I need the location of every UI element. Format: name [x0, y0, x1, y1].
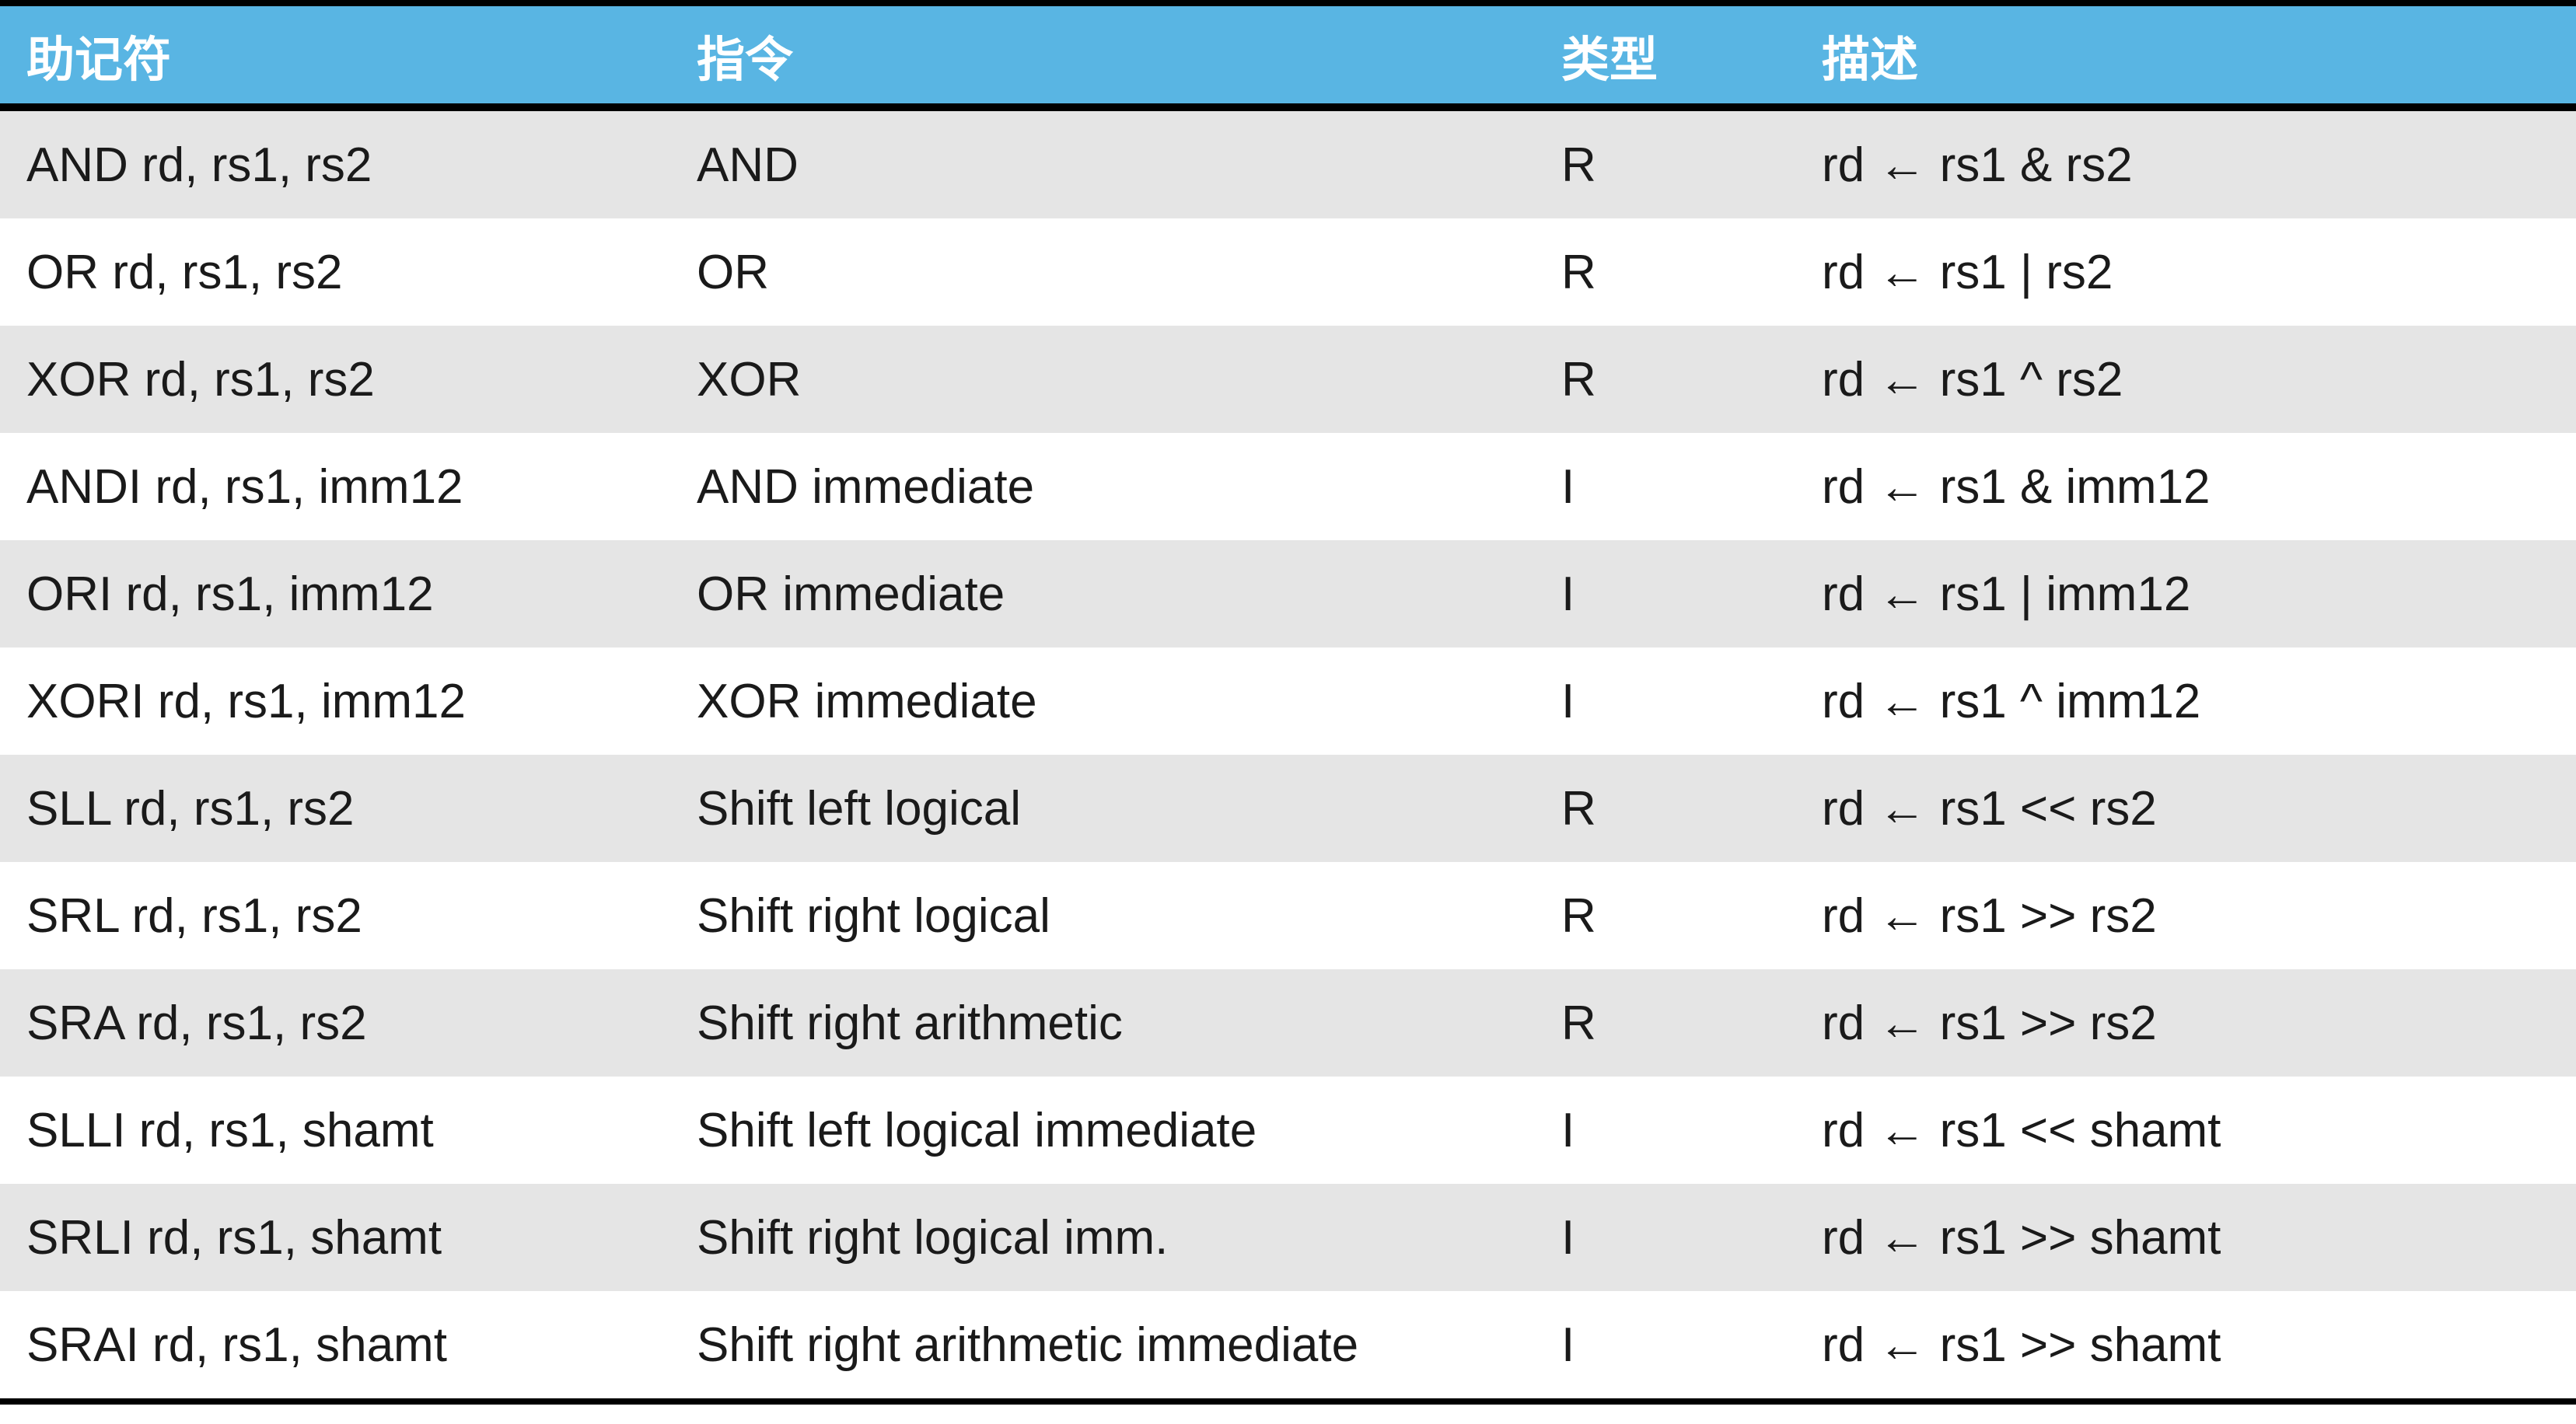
- mnemonic-cell: SRLI rd, rs1, shamt: [26, 1210, 442, 1265]
- type-cell: R: [1561, 138, 1596, 192]
- table-body: AND rd, rs1, rs2 AND R rd ← rs1 & rs2 OR…: [0, 107, 2576, 1405]
- description-cell: rd ← rs1 << shamt: [1822, 1103, 2221, 1157]
- table-row: SRA rd, rs1, rs2 Shift right arithmetic …: [0, 969, 2576, 1077]
- table-row: ORI rd, rs1, imm12 OR immediate I rd ← r…: [0, 540, 2576, 647]
- instruction-cell: XOR immediate: [697, 674, 1037, 728]
- mnemonic-cell: OR rd, rs1, rs2: [26, 245, 343, 299]
- instruction-cell: OR immediate: [697, 567, 1005, 621]
- instruction-cell: Shift right arithmetic immediate: [670, 1291, 1535, 1405]
- description-cell: rd ← rs1 ^ rs2: [1822, 352, 2123, 407]
- description-cell: rd ← rs1 << rs2: [1822, 781, 2157, 836]
- instruction-cell: OR: [697, 245, 769, 299]
- type-cell: R: [1561, 888, 1596, 943]
- description-cell: rd ← rs1 | imm12: [1822, 567, 2191, 621]
- description-cell: rd ← rs1 >> rs2: [1822, 888, 2157, 943]
- description-cell: rd ← rs1 & imm12: [1822, 459, 2211, 514]
- instruction-cell: AND immediate: [697, 459, 1035, 514]
- table-row: XOR rd, rs1, rs2 XOR R rd ← rs1 ^ rs2: [0, 326, 2576, 433]
- mnemonic-cell: ANDI rd, rs1, imm12: [26, 459, 463, 514]
- table-row: SRL rd, rs1, rs2 Shift right logical R r…: [0, 862, 2576, 969]
- header-instruction: 指令: [670, 0, 1535, 111]
- type-cell: I: [1561, 1210, 1575, 1265]
- table-row: SRAI rd, rs1, shamt Shift right arithmet…: [0, 1291, 2576, 1405]
- table-row: SLL rd, rs1, rs2 Shift left logical R rd…: [0, 755, 2576, 862]
- mnemonic-cell: SLL rd, rs1, rs2: [26, 781, 355, 836]
- type-cell: I: [1561, 567, 1575, 621]
- instruction-cell: Shift left logical: [697, 781, 1021, 836]
- type-cell: I: [1561, 1103, 1575, 1157]
- mnemonic-cell: XOR rd, rs1, rs2: [26, 352, 375, 407]
- type-cell: R: [1561, 781, 1596, 836]
- mnemonic-cell: SRL rd, rs1, rs2: [26, 888, 362, 943]
- header-row: 助记符 指令 类型 描述: [0, 0, 2576, 111]
- type-cell: R: [1561, 352, 1596, 407]
- type-cell: R: [1561, 245, 1596, 299]
- description-cell: rd ← rs1 >> shamt: [1795, 1291, 2576, 1405]
- table-header: 助记符 指令 类型 描述: [0, 0, 2576, 111]
- mnemonic-cell: SLLI rd, rs1, shamt: [26, 1103, 434, 1157]
- type-cell: R: [1561, 996, 1596, 1050]
- description-cell: rd ← rs1 & rs2: [1822, 138, 2133, 192]
- mnemonic-cell: SRA rd, rs1, rs2: [26, 996, 367, 1050]
- mnemonic-cell: AND rd, rs1, rs2: [26, 138, 372, 192]
- table-row: SLLI rd, rs1, shamt Shift left logical i…: [0, 1077, 2576, 1184]
- instruction-cell: Shift right logical: [697, 888, 1050, 943]
- instruction-cell: Shift right arithmetic: [697, 996, 1123, 1050]
- instruction-cell: Shift left logical immediate: [697, 1103, 1257, 1157]
- table-row: ANDI rd, rs1, imm12 AND immediate I rd ←…: [0, 433, 2576, 540]
- type-cell: I: [1561, 459, 1575, 514]
- instruction-cell: AND: [697, 138, 799, 192]
- header-type: 类型: [1535, 0, 1795, 111]
- table-row: SRLI rd, rs1, shamt Shift right logical …: [0, 1184, 2576, 1291]
- description-cell: rd ← rs1 >> shamt: [1822, 1210, 2221, 1265]
- table-row: AND rd, rs1, rs2 AND R rd ← rs1 & rs2: [0, 107, 2576, 218]
- type-cell: I: [1535, 1291, 1795, 1405]
- instruction-cell: Shift right logical imm.: [697, 1210, 1169, 1265]
- type-cell: I: [1561, 674, 1575, 728]
- instruction-cell: XOR: [697, 352, 802, 407]
- mnemonic-cell: XORI rd, rs1, imm12: [26, 674, 466, 728]
- mnemonic-cell: SRAI rd, rs1, shamt: [0, 1291, 670, 1405]
- description-cell: rd ← rs1 ^ imm12: [1822, 674, 2201, 728]
- table-row: OR rd, rs1, rs2 OR R rd ← rs1 | rs2: [0, 218, 2576, 326]
- header-description: 描述: [1795, 0, 2576, 111]
- table-row: XORI rd, rs1, imm12 XOR immediate I rd ←…: [0, 647, 2576, 755]
- mnemonic-cell: ORI rd, rs1, imm12: [26, 567, 434, 621]
- header-mnemonic: 助记符: [0, 0, 670, 111]
- description-cell: rd ← rs1 | rs2: [1822, 245, 2113, 299]
- description-cell: rd ← rs1 >> rs2: [1822, 996, 2157, 1050]
